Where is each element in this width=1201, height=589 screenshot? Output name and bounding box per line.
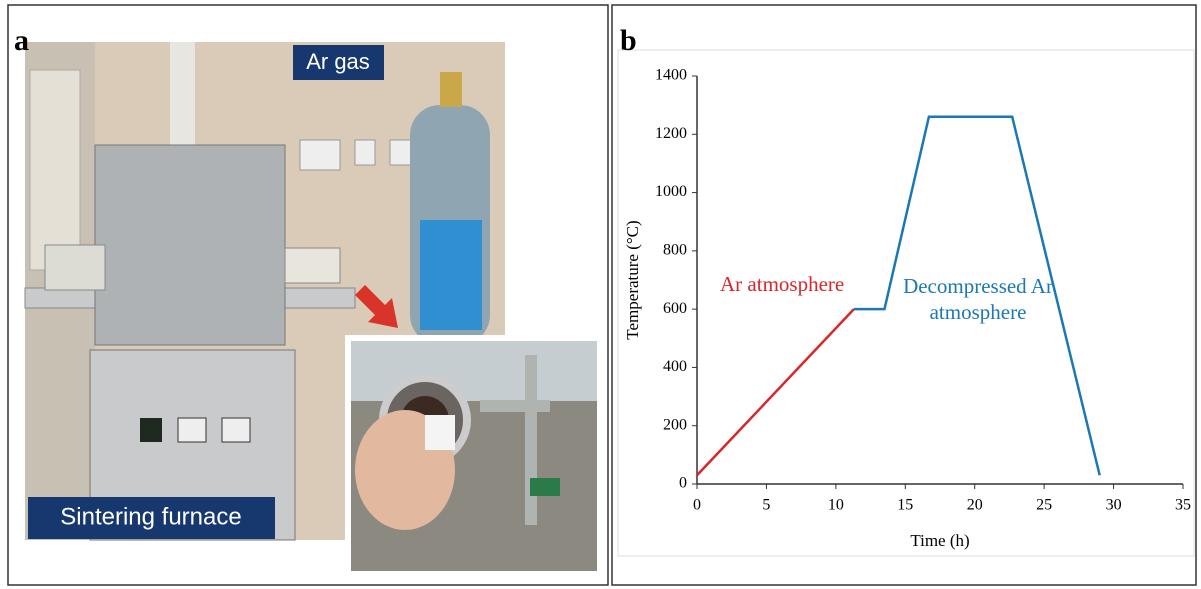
x-tick-label: 10 <box>828 497 844 514</box>
x-axis-label: Time (h) <box>910 531 969 550</box>
x-tick-label: 20 <box>967 497 983 514</box>
y-tick-label: 1200 <box>655 125 687 142</box>
photo-label: Sintering furnace <box>60 503 241 530</box>
x-tick-label: 5 <box>762 497 770 514</box>
panel-label: a <box>14 24 29 57</box>
x-tick-label: 30 <box>1106 497 1122 514</box>
y-tick-label: 0 <box>679 475 687 492</box>
y-tick-label: 200 <box>663 416 687 433</box>
y-tick-label: 600 <box>663 300 687 317</box>
y-tick-label: 1000 <box>655 183 687 200</box>
series-label: Decompressed Ar atmosphere <box>893 273 1063 325</box>
series-label-box: Ar atmosphere <box>720 271 870 341</box>
x-tick-label: 0 <box>693 497 701 514</box>
figure: Ar gas Sintering furnace a b Time (h) Te… <box>0 0 1201 589</box>
x-tick-label: 15 <box>897 497 913 514</box>
y-tick-label: 800 <box>663 242 687 259</box>
y-tick-label: 1400 <box>655 67 687 84</box>
x-tick-label: 35 <box>1175 497 1191 514</box>
x-tick-label: 25 <box>1036 497 1052 514</box>
photo-label: Ar gas <box>306 49 370 74</box>
series-label-box: Decompressed Ar atmosphere <box>893 273 1063 343</box>
y-tick-label: 400 <box>663 358 687 375</box>
panel-label: b <box>620 24 637 57</box>
series-label: Ar atmosphere <box>720 271 870 297</box>
y-axis-label: Temperature (°C) <box>623 220 642 339</box>
